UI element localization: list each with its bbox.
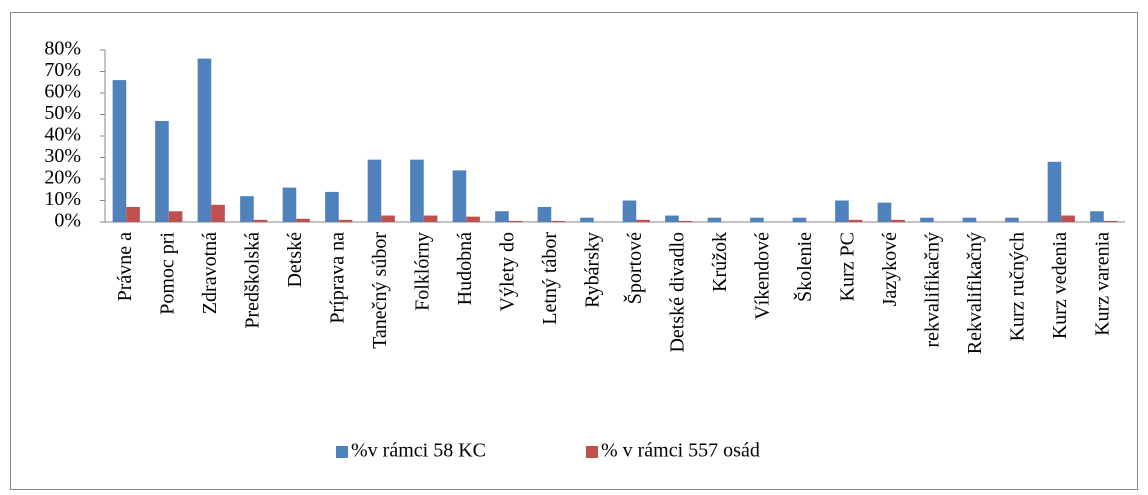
bar bbox=[325, 191, 339, 222]
bar bbox=[466, 216, 480, 222]
x-tick-label: Kurz ručných bbox=[1006, 232, 1028, 341]
bar bbox=[877, 202, 892, 222]
bar bbox=[1061, 215, 1075, 222]
bar bbox=[155, 120, 169, 222]
x-tick-label: Folklórny bbox=[411, 232, 433, 311]
legend-label: %v rámci 58 KC bbox=[351, 440, 486, 462]
bar bbox=[381, 215, 395, 222]
y-tick-label: 20% bbox=[44, 167, 81, 189]
y-tick-label: 50% bbox=[44, 102, 81, 124]
bar bbox=[282, 187, 297, 222]
bar bbox=[338, 219, 353, 222]
bar bbox=[622, 200, 637, 222]
x-tick-label: Detské divadlo bbox=[666, 232, 688, 353]
bar bbox=[410, 159, 424, 222]
legend-label: % v rámci 557 osád bbox=[601, 440, 760, 462]
legend-swatch bbox=[585, 446, 598, 458]
x-tick-label: Víkendové bbox=[751, 232, 773, 320]
x-tick-label: Tanečný súbor bbox=[369, 232, 391, 349]
bar bbox=[168, 211, 183, 222]
bar bbox=[848, 219, 863, 222]
legend-swatch bbox=[336, 446, 348, 458]
x-tick-label: Predškolská bbox=[241, 232, 263, 329]
x-tick-label: Kurz PC bbox=[836, 232, 858, 301]
y-tick-label: 40% bbox=[44, 124, 81, 146]
bar bbox=[197, 58, 212, 222]
x-tick-label: Jazykové bbox=[879, 232, 901, 307]
x-tick-label: Detské bbox=[284, 232, 306, 288]
bar bbox=[707, 217, 722, 222]
x-tick-label: Športové bbox=[622, 232, 646, 304]
bar bbox=[750, 217, 764, 222]
bar bbox=[296, 218, 310, 222]
y-tick-label: 70% bbox=[44, 59, 81, 81]
x-tick-label: Rybársky bbox=[581, 232, 603, 308]
bar bbox=[253, 219, 268, 222]
y-tick-label: 30% bbox=[44, 145, 81, 167]
x-tick-label: Krúžok bbox=[709, 232, 731, 292]
bar bbox=[1103, 220, 1118, 222]
x-tick-label: Rekvalifikačný bbox=[964, 232, 986, 354]
bar bbox=[211, 204, 225, 222]
x-tick-label: Letný tábor bbox=[539, 232, 561, 325]
x-tick-label: Zdravotná bbox=[199, 232, 221, 314]
y-tick-label: 10% bbox=[44, 188, 81, 210]
y-tick-label: 0% bbox=[54, 210, 81, 232]
bar bbox=[665, 215, 679, 222]
bar bbox=[1047, 161, 1062, 222]
bar bbox=[240, 196, 254, 222]
bar bbox=[636, 219, 650, 222]
bar bbox=[508, 220, 523, 222]
bar bbox=[1090, 211, 1104, 222]
bar bbox=[920, 217, 934, 222]
x-tick-label: Právne a bbox=[114, 232, 136, 302]
bar bbox=[367, 159, 382, 222]
x-tick-label: rekvalifikačný bbox=[921, 232, 943, 348]
bar bbox=[792, 217, 807, 222]
y-tick-label: 60% bbox=[44, 81, 81, 103]
bar bbox=[891, 219, 905, 222]
bar bbox=[423, 215, 438, 222]
bar bbox=[112, 80, 127, 222]
x-tick-label: Hudobná bbox=[454, 232, 476, 305]
x-tick-label: Školenie bbox=[792, 232, 816, 302]
bar bbox=[678, 220, 693, 222]
x-tick-label: Pomoc pri bbox=[156, 232, 178, 315]
x-tick-label: Kurz vedenia bbox=[1049, 232, 1071, 339]
bar bbox=[126, 206, 140, 222]
bar bbox=[1005, 217, 1019, 222]
bar bbox=[962, 217, 977, 222]
y-tick-label: 80% bbox=[44, 38, 81, 60]
bar bbox=[452, 170, 467, 222]
x-tick-label: Výlety do bbox=[496, 232, 518, 311]
bar bbox=[835, 200, 849, 222]
bar bbox=[551, 220, 565, 222]
bar bbox=[495, 211, 509, 222]
bar bbox=[580, 217, 594, 222]
bar bbox=[537, 206, 552, 222]
x-tick-label: Kurz varenia bbox=[1091, 232, 1113, 336]
x-tick-label: Príprava na bbox=[326, 232, 348, 324]
